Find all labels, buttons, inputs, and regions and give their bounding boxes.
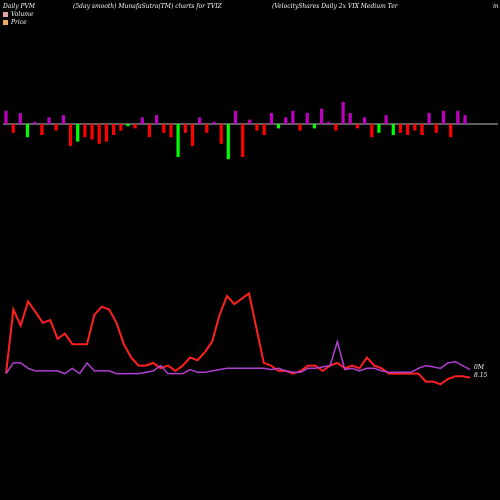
pvm-bar [140,117,144,124]
pvm-bar [90,124,94,140]
pvm-bar [54,124,58,131]
pvm-bar [226,124,230,160]
pvm-bar [291,110,295,124]
pvm-bar [47,117,51,124]
pvm-bar [284,117,288,124]
legend-price-swatch [3,20,8,25]
pvm-bar [104,124,108,142]
pvm-bar [233,110,238,124]
pvm-bar [348,113,352,124]
pvm-bar [11,124,15,133]
pvm-bar [398,124,403,133]
pvm-bar [341,102,345,124]
pvm-bar [305,113,309,124]
pvm-bar [133,124,137,129]
pvm-bar [40,124,44,135]
pvm-bar [391,124,395,135]
pvm-bar [18,113,22,124]
chart-title: Daily PVM [3,3,36,10]
pvm-bar [61,115,65,124]
price-line [5,291,471,386]
pvm-bar [320,108,324,124]
pvm-bar [126,124,130,127]
pvm-bar [363,117,367,124]
last-volume-label: 0M [474,364,484,371]
chart-instrument: (VelocityShares Daily 2x VIX Medium Ter [272,3,398,10]
pvm-bar [269,113,273,124]
pvm-bar [169,124,173,138]
pvm-bar [413,124,417,131]
pvm-bar [255,124,259,131]
pvm-bar [262,124,266,135]
pvm-bar [112,124,116,135]
pvm-bar [355,124,359,129]
pvm-bar [176,124,180,157]
pvm-bar [33,121,37,124]
pvm-bar [449,124,453,138]
pvm-bar [183,124,187,133]
last-price-label: 8.15 [474,372,488,379]
pvm-bar [147,124,151,138]
volume-line [5,338,471,375]
legend-price: Price [3,19,27,26]
pvm-bar [298,124,302,131]
pvm-bar [406,124,410,135]
pvm-bar [68,124,73,146]
pvm-bar [370,124,374,138]
legend-volume: Volume [3,11,33,18]
legend-volume-swatch [3,12,8,17]
pvm-bar [241,124,245,157]
pvm-bar [97,124,101,144]
pvm-bar [205,124,209,133]
pvm-bar [76,124,80,142]
pvm-bar [456,110,460,124]
pvm-bar [162,124,166,133]
pvm-bar [427,113,431,124]
pvm-bar [83,124,87,138]
pvm-bar [463,115,467,124]
pvm-bar [198,117,202,124]
pvm-bar [4,110,8,124]
pvm-bar [219,124,223,144]
pvm-bar [155,115,159,124]
pvm-bar [248,119,252,124]
pvm-bar [441,110,446,124]
legend-volume-label: Volume [11,11,34,18]
pvm-bar [25,124,30,138]
legend-price-label: Price [11,19,27,26]
pvm-bar [377,124,381,133]
pvm-bar [334,124,338,131]
pvm-bar [327,121,331,124]
pvm-bars [4,102,467,160]
pvm-bar [384,115,388,124]
pvm-bar [212,121,216,124]
chart-subtitle: (5day smooth) MunafaSutra(TM) charts for… [73,3,222,10]
pvm-bar [420,124,424,135]
pvm-bar [312,124,316,129]
pvm-bar [190,124,195,146]
chart-instrument-tail: m [493,3,499,10]
pvm-bar [276,124,281,129]
pvm-bar [434,124,438,133]
pvm-bar [119,124,123,131]
